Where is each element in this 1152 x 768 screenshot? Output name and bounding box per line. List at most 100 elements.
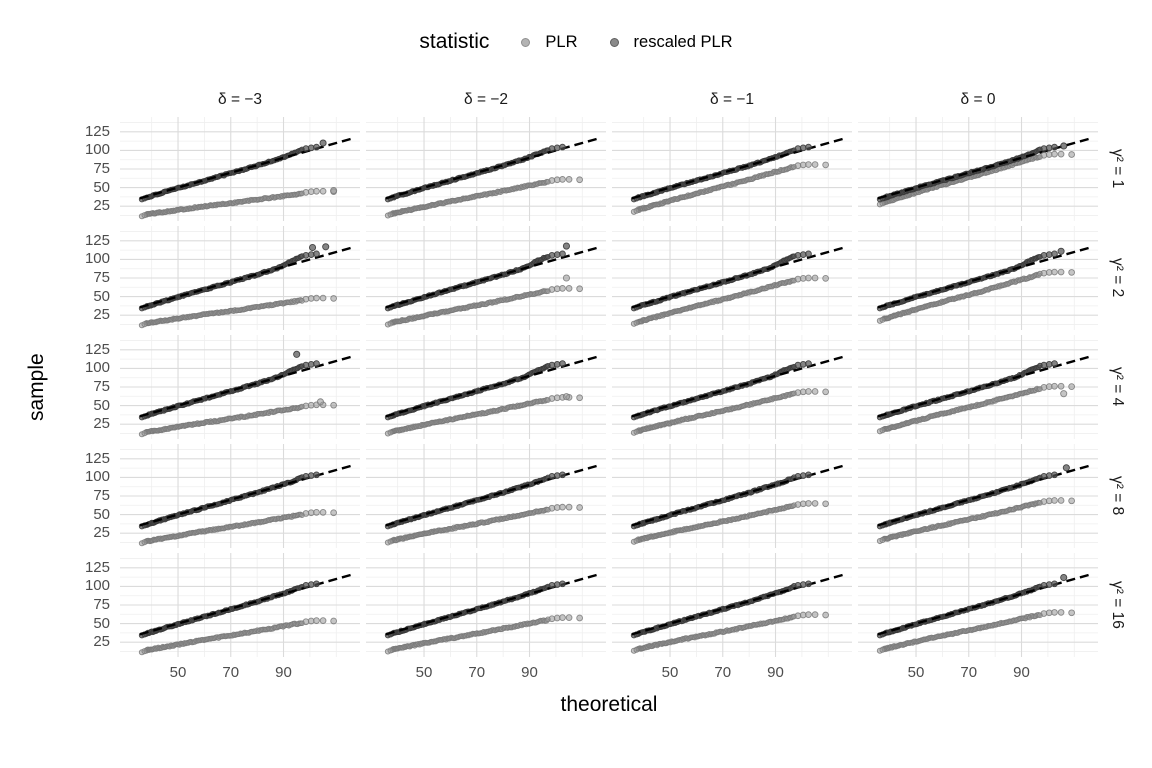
facet-panel: [612, 335, 852, 439]
facet-panel: [612, 553, 852, 657]
legend: statistic PLR rescaled PLR: [0, 0, 1152, 54]
x-tick-label: 70: [222, 664, 240, 681]
y-tick-label: 25: [93, 633, 110, 651]
y-axis-title: sample: [25, 353, 48, 421]
y-tick-label: 75: [93, 160, 110, 177]
facet-row-label: γ² = 8: [1109, 476, 1126, 516]
y-tick-label: 75: [93, 596, 110, 613]
x-tick-label: 50: [415, 664, 433, 681]
legend-title: statistic: [419, 30, 490, 53]
y-tick-label: 125: [84, 122, 110, 140]
y-tick-label: 125: [84, 558, 110, 576]
panel-plot-area: [612, 117, 852, 221]
y-tick-label: 100: [84, 468, 110, 486]
facet-panel: [612, 444, 852, 548]
facet-column-label: δ = −2: [464, 91, 508, 108]
facet-panel: [858, 553, 1098, 657]
facet-panel: [366, 335, 606, 439]
panel-plot-area: [120, 444, 360, 548]
x-tick-label: 90: [1013, 664, 1030, 681]
facet-panel: [120, 335, 360, 439]
y-tick-label: 75: [93, 487, 110, 504]
facet-row-label: γ² = 4: [1109, 367, 1126, 407]
panel-plot-area: [120, 226, 360, 330]
x-tick-label: 90: [767, 664, 784, 681]
facet-panel: [120, 444, 360, 548]
y-axis-ticks: 25 50 75 100 125: [58, 117, 114, 221]
facet-panel: [858, 117, 1098, 221]
facet-row-label: γ² = 1: [1109, 149, 1126, 189]
y-tick-label: 75: [93, 378, 110, 395]
facet-column-label: δ = 0: [960, 91, 996, 108]
x-tick-label: 70: [960, 664, 978, 681]
y-tick-label: 100: [84, 250, 110, 268]
panel-plot-area: [366, 444, 606, 548]
y-tick-label: 25: [93, 306, 110, 324]
y-axis-ticks: 25 50 75 100 125: [58, 444, 114, 548]
facet-panel: [120, 553, 360, 657]
panel-plot-area: [366, 335, 606, 439]
y-axis-ticks: 25 50 75 100 125: [58, 226, 114, 330]
legend-label-rescaled-plr: rescaled PLR: [633, 32, 733, 51]
y-tick-label: 50: [93, 287, 110, 305]
y-tick-label: 50: [93, 614, 110, 632]
facet-panel: [858, 444, 1098, 548]
facet-panel: [612, 226, 852, 330]
facet-panel: [858, 335, 1098, 439]
legend-label-plr: PLR: [545, 32, 578, 51]
facet-panel: [120, 117, 360, 221]
panel-plot-area: [858, 117, 1098, 221]
panel-plot-area: [858, 226, 1098, 330]
facet-row-label: γ² = 2: [1109, 258, 1126, 298]
y-tick-label: 125: [84, 340, 110, 358]
y-tick-label: 100: [84, 577, 110, 595]
x-axis-title: theoretical: [560, 693, 658, 716]
x-tick-label: 90: [275, 664, 292, 681]
panel-plot-area: [858, 444, 1098, 548]
y-axis-ticks: 25 50 75 100 125: [58, 553, 114, 657]
y-tick-label: 50: [93, 505, 110, 523]
panel-plot-area: [120, 335, 360, 439]
y-tick-label: 125: [84, 449, 110, 467]
facet-panel: [366, 444, 606, 548]
panel-plot-area: [612, 553, 852, 657]
panel-plot-area: [858, 335, 1098, 439]
facet-panel: [366, 117, 606, 221]
x-tick-label: 50: [661, 664, 679, 681]
legend-item-rescaled-plr: rescaled PLR: [609, 32, 733, 52]
facet-panel: [366, 226, 606, 330]
x-axis-ticks: 50 70 90: [612, 662, 852, 684]
x-tick-label: 70: [468, 664, 486, 681]
facet-row-label: γ² = 16: [1109, 581, 1126, 629]
facet-panel: [120, 226, 360, 330]
x-tick-label: 70: [714, 664, 732, 681]
y-tick-label: 100: [84, 141, 110, 159]
panel-plot-area: [120, 117, 360, 221]
facet-panel: [858, 226, 1098, 330]
plr-key-dot-icon: [521, 37, 531, 47]
facet-column-label: δ = −1: [710, 91, 754, 108]
panel-plot-area: [612, 335, 852, 439]
y-tick-label: 75: [93, 269, 110, 286]
facet-panel: [612, 117, 852, 221]
y-tick-label: 25: [93, 415, 110, 433]
panel-plot-area: [366, 553, 606, 657]
plot-canvas: statistic PLR rescaled PLR sample theore…: [0, 0, 1152, 723]
y-tick-label: 50: [93, 396, 110, 414]
facet-grid: sample theoretical δ = −3 δ = −2 δ = −1 δ =…: [22, 84, 1130, 723]
rescaled-plr-key-dot-icon: [609, 37, 619, 47]
facet-panel: [366, 553, 606, 657]
panel-plot-area: [858, 553, 1098, 657]
y-tick-label: 50: [93, 178, 110, 196]
y-tick-label: 100: [84, 359, 110, 377]
panel-plot-area: [120, 553, 360, 657]
x-axis-ticks: 50 70 90: [366, 662, 606, 684]
x-axis-ticks: 50 70 90: [120, 662, 360, 684]
panel-plot-area: [366, 226, 606, 330]
x-axis-ticks: 50 70 90: [858, 662, 1098, 684]
y-tick-label: 25: [93, 197, 110, 215]
facet-column-label: δ = −3: [218, 91, 262, 108]
y-tick-label: 25: [93, 524, 110, 542]
x-tick-label: 50: [907, 664, 925, 681]
panel-plot-area: [366, 117, 606, 221]
